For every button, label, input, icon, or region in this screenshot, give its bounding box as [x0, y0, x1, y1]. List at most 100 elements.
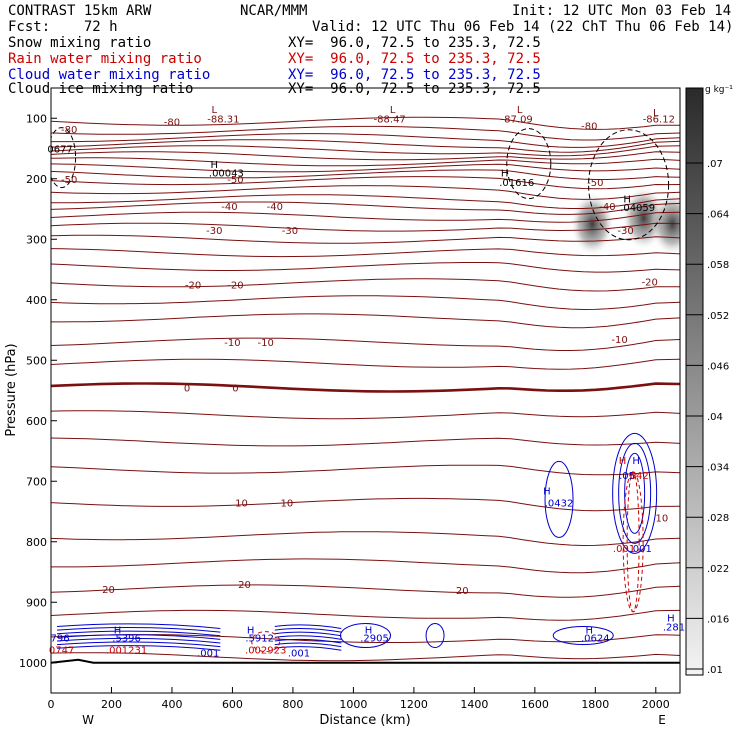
cloud-water-contour — [274, 638, 342, 644]
colorbar-unit: g kg⁻¹ — [705, 85, 733, 95]
extremum-marker: .001231 — [106, 645, 147, 656]
contour-label: -10 — [224, 338, 240, 349]
colorbar-label: .07 — [707, 159, 723, 170]
cloud-water-contour — [274, 631, 342, 637]
contour-label: -40 — [221, 202, 237, 213]
y-tick-label: 400 — [26, 294, 47, 307]
temperature-contour — [51, 176, 680, 190]
contour-label: -20 — [227, 281, 243, 292]
contour-label: -50 — [587, 178, 603, 189]
contour-label: 10 — [281, 498, 294, 509]
temperature-contour — [51, 584, 680, 598]
cloud-water-contour — [57, 634, 221, 640]
rain-contour — [626, 471, 640, 613]
extremum-marker: H — [623, 195, 631, 206]
header-center: NCAR/MMM — [240, 3, 308, 19]
extremum-marker: .5912 — [245, 633, 274, 644]
extremum-marker: L — [212, 105, 218, 116]
contour-label: 20 — [238, 580, 251, 591]
contour-label: -88.31 — [207, 114, 239, 125]
y-axis-title: Pressure (hPa) — [4, 343, 19, 436]
temperature-contour — [51, 211, 680, 223]
extremum-marker: H — [211, 160, 219, 171]
field-snow-label: Snow mixing ratio — [8, 35, 152, 51]
temperature-contour — [51, 558, 680, 574]
extremum-marker: .001 — [630, 544, 652, 555]
field-cloudice-xy: XY= 96.0, 72.5 to 235.3, 72.5 — [288, 81, 541, 97]
contour-label: 20 — [456, 586, 469, 597]
x-tick-label: 0 — [48, 698, 55, 711]
colorbar-label: .052 — [707, 311, 729, 322]
temperature-contour — [51, 464, 680, 476]
temperature-contour — [51, 437, 680, 447]
cloud-water-contour — [274, 635, 342, 640]
temperature-contour — [51, 609, 680, 621]
contour-label: -10 — [258, 338, 274, 349]
extremum-marker: H — [632, 456, 640, 467]
x-end-left: W — [82, 713, 94, 727]
temperature-contour — [51, 222, 680, 232]
header-fcst: Fcst: 72 h — [8, 19, 118, 35]
field-rain-xy: XY= 96.0, 72.5 to 235.3, 72.5 — [288, 51, 541, 67]
snow-shading — [650, 192, 680, 257]
temperature-contour — [51, 497, 680, 512]
x-tick-label: 1200 — [400, 698, 428, 711]
cloud-water-contour — [425, 623, 445, 649]
temperature-contour — [51, 652, 680, 662]
y-tick-label: 100 — [26, 112, 47, 125]
y-tick-label: 600 — [26, 415, 47, 428]
contour-label: -30 — [282, 226, 298, 237]
colorbar-label: .058 — [707, 260, 729, 271]
temperature-contour — [51, 337, 680, 351]
extremum-marker: H — [365, 625, 373, 636]
extremum-marker: H — [667, 613, 675, 624]
temperature-contour — [51, 145, 680, 157]
contour-label: -40 — [267, 202, 283, 213]
contour-label: -80 — [61, 125, 77, 136]
contour-label: -86.12 — [643, 114, 675, 125]
extremum-marker: .001 — [613, 544, 635, 555]
temperature-contour — [51, 295, 680, 311]
y-tick-label: 200 — [26, 173, 47, 186]
extremum-marker: .002923 — [245, 645, 286, 656]
field-snow-xy: XY= 96.0, 72.5 to 235.3, 72.5 — [288, 35, 541, 51]
cloud-water-contour — [57, 627, 221, 633]
cloud-ice-contour — [51, 127, 77, 189]
temperature-contour — [51, 201, 680, 215]
header-model: CONTRAST 15km ARW — [8, 3, 152, 19]
x-tick-label: 800 — [282, 698, 303, 711]
extremum-marker: L — [517, 105, 523, 116]
cloud-ice-contour — [506, 128, 552, 200]
extremum-marker: H — [501, 169, 509, 180]
x-tick-label: 400 — [161, 698, 182, 711]
colorbar — [685, 87, 704, 676]
colorbar-label: .04 — [707, 412, 723, 423]
rain-contour — [251, 631, 281, 653]
cloud-water-contour — [274, 627, 342, 633]
extremum-marker: .2905 — [360, 633, 389, 644]
cloud-water-contour — [57, 641, 221, 648]
cloud-water-contour — [57, 623, 221, 629]
colorbar-label: .016 — [707, 614, 729, 625]
extremum-marker: H — [114, 625, 122, 636]
cloud-water-contour — [612, 432, 658, 554]
colorbar-label: .028 — [707, 513, 729, 524]
temperature-contour — [51, 157, 680, 167]
temperature-contour — [51, 382, 680, 393]
extremum-marker: H — [619, 456, 627, 467]
cloud-water-contour — [552, 626, 614, 646]
cloud-water-contour — [57, 637, 221, 644]
contour-label: -20 — [642, 278, 658, 289]
x-tick-label: 200 — [101, 698, 122, 711]
y-tick-label: 300 — [26, 233, 47, 246]
extremum-marker: .01616 — [499, 178, 534, 189]
contour-label: -88.47 — [374, 114, 406, 125]
temperature-contour — [51, 194, 680, 209]
surface-line — [51, 658, 680, 664]
contour-label: -87.09 — [501, 114, 533, 125]
extremum-marker: .281 — [663, 622, 685, 633]
x-tick-label: 600 — [222, 698, 243, 711]
field-rain-label: Rain water mixing ratio — [8, 51, 202, 67]
temperature-contour — [51, 163, 680, 173]
y-tick-label: 500 — [26, 354, 47, 367]
